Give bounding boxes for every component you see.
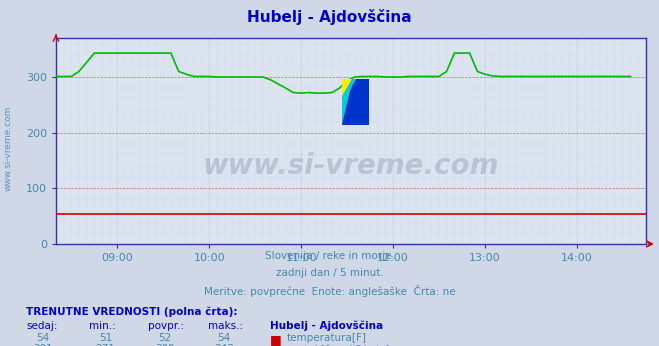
Text: ■: ■ (270, 333, 282, 346)
Text: Meritve: povprečne  Enote: anglešaške  Črta: ne: Meritve: povprečne Enote: anglešaške Črt… (204, 285, 455, 298)
Text: Slovenija / reke in morje.: Slovenija / reke in morje. (264, 251, 395, 261)
Text: pretok[čevelj3/min]: pretok[čevelj3/min] (287, 344, 389, 346)
Text: Hubelj - Ajdovščina: Hubelj - Ajdovščina (247, 9, 412, 25)
Text: zadnji dan / 5 minut.: zadnji dan / 5 minut. (275, 268, 384, 278)
Text: 51: 51 (99, 333, 112, 343)
Text: povpr.:: povpr.: (148, 321, 185, 331)
Text: 54: 54 (36, 333, 49, 343)
Text: sedaj:: sedaj: (26, 321, 58, 331)
Text: ■: ■ (270, 344, 282, 346)
Text: 343: 343 (214, 344, 234, 346)
Text: 301: 301 (33, 344, 53, 346)
Text: TRENUTNE VREDNOSTI (polna črta):: TRENUTNE VREDNOSTI (polna črta): (26, 306, 238, 317)
Text: 52: 52 (158, 333, 171, 343)
Text: 309: 309 (155, 344, 175, 346)
Text: Hubelj - Ajdovščina: Hubelj - Ajdovščina (270, 321, 384, 331)
Text: 271: 271 (96, 344, 115, 346)
Text: min.:: min.: (89, 321, 116, 331)
Text: temperatura[F]: temperatura[F] (287, 333, 366, 343)
Text: maks.:: maks.: (208, 321, 243, 331)
Text: www.si-vreme.com: www.si-vreme.com (203, 152, 499, 180)
Text: 54: 54 (217, 333, 231, 343)
Text: www.si-vreme.com: www.si-vreme.com (3, 106, 13, 191)
